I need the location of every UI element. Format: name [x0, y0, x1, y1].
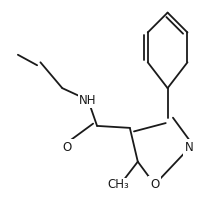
Text: NH: NH [79, 93, 97, 107]
Text: O: O [63, 141, 72, 154]
Text: O: O [150, 178, 159, 191]
Text: CH₃: CH₃ [107, 179, 129, 191]
Text: N: N [185, 141, 194, 154]
